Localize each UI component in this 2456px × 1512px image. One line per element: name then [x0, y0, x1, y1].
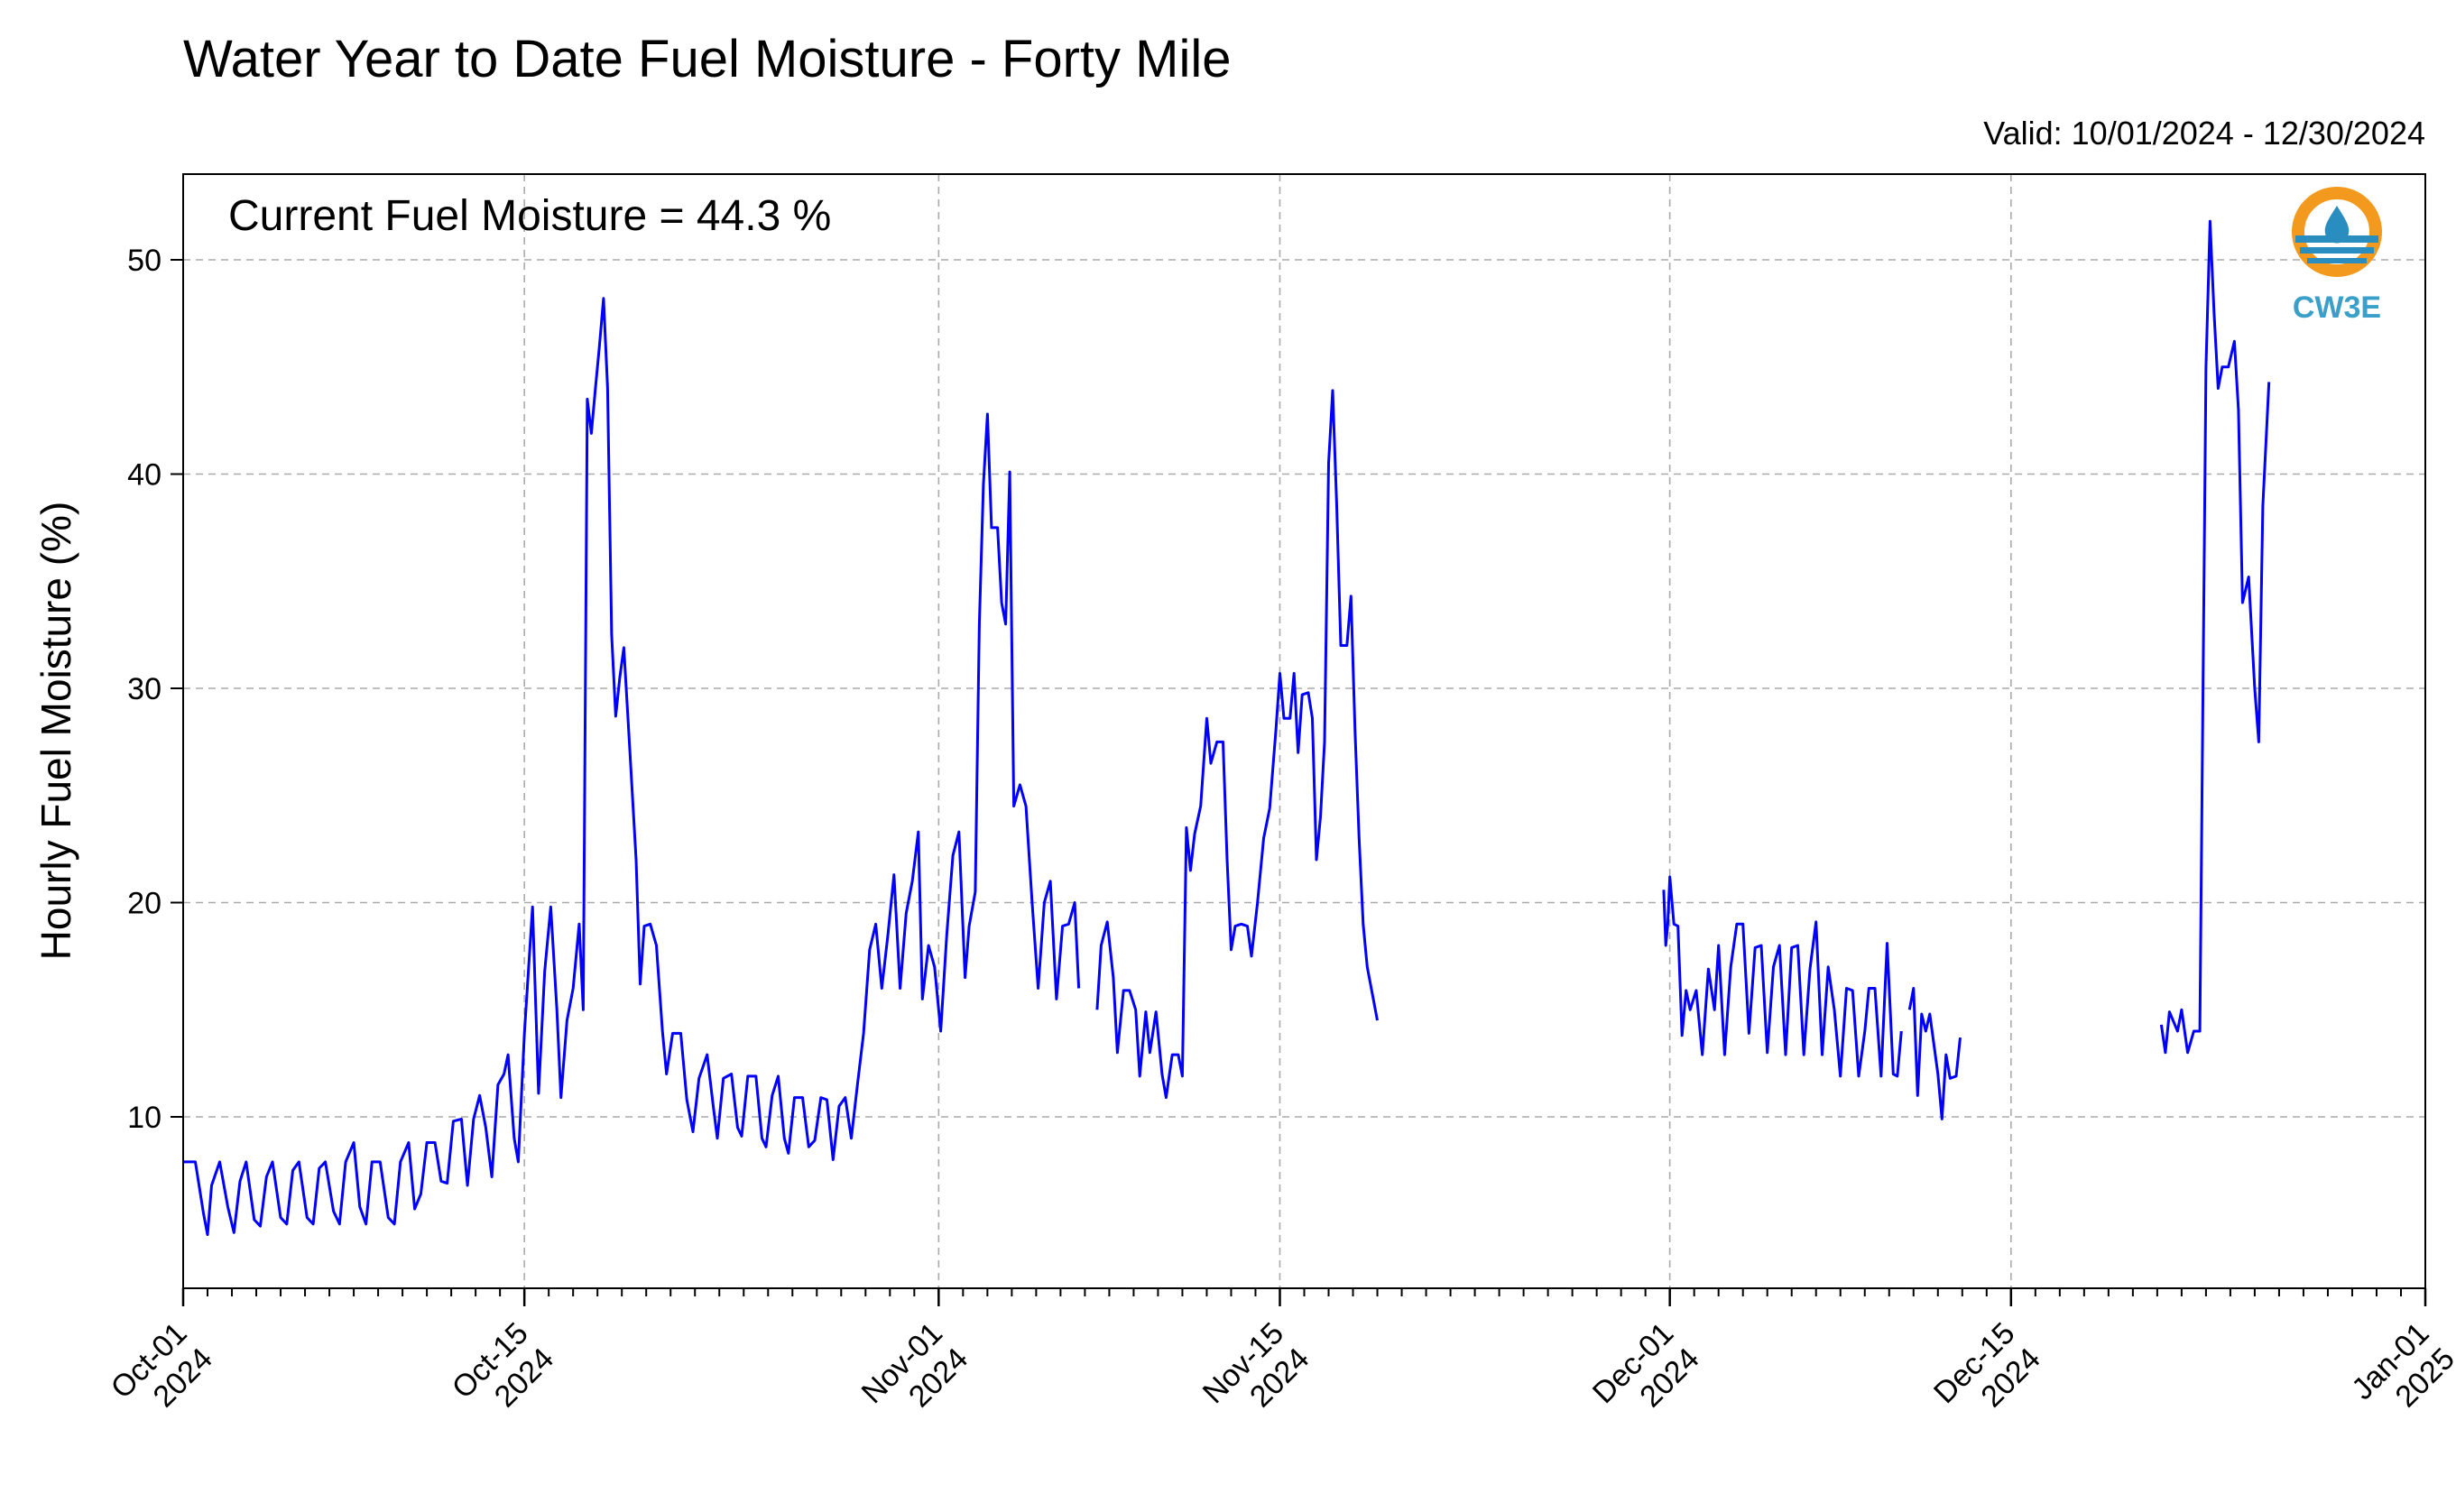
x-tick-label: Oct-012024	[105, 1316, 219, 1431]
x-tick-label: Oct-152024	[446, 1316, 560, 1431]
y-tick-label: 20	[127, 887, 162, 921]
x-tick-label: Dec-152024	[1927, 1316, 2047, 1436]
current-moisture-annotation: Current Fuel Moisture = 44.3 %	[228, 192, 831, 240]
cw3e-logo: CW3E	[2292, 187, 2382, 325]
y-tick-label: 30	[127, 672, 162, 706]
y-axis: 10 20 30 40 50	[127, 244, 183, 1135]
y-tick-label: 50	[127, 244, 162, 278]
x-tick-label: Nov-012024	[855, 1316, 975, 1436]
chart-title: Water Year to Date Fuel Moisture - Forty…	[183, 30, 1231, 88]
series-line-segment	[1907, 987, 1962, 1120]
series-line-segment	[1662, 875, 1903, 1078]
y-tick-label: 40	[127, 458, 162, 493]
x-axis: Oct-012024 Oct-152024 Nov-012024 Nov-152024…	[105, 1288, 2456, 1436]
series-lines	[183, 219, 2271, 1237]
logo-water-band-icon	[2307, 258, 2367, 263]
x-tick-label: Dec-012024	[1586, 1316, 1706, 1436]
series-line-segment	[1095, 389, 1379, 1100]
x-tick-label: Nov-152024	[1196, 1316, 1316, 1436]
logo-water-band-icon	[2300, 247, 2374, 254]
logo-text: CW3E	[2293, 290, 2381, 325]
x-tick-label: Jan-012025	[2345, 1316, 2456, 1433]
logo-water-drop-icon	[2324, 206, 2350, 244]
series-line-segment	[2159, 219, 2271, 1055]
series-line-segment	[183, 297, 1081, 1237]
chart-subtitle: Valid: 10/01/2024 - 12/30/2024	[1983, 115, 2425, 152]
y-axis-label: Hourly Fuel Moisture (%)	[32, 502, 79, 961]
y-tick-label: 10	[127, 1101, 162, 1135]
